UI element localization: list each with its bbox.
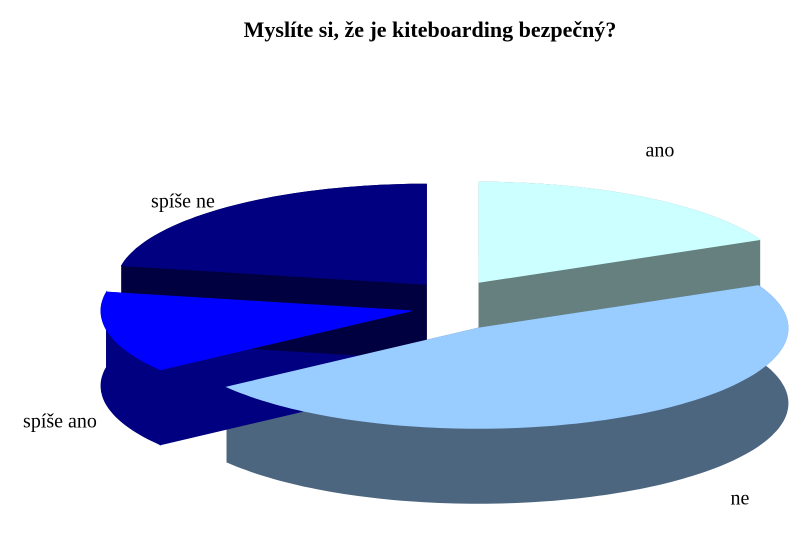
- slice-label: spíše ne: [151, 191, 215, 213]
- slice-tops: [100, 181, 789, 429]
- slice: [225, 285, 789, 429]
- chart-title: Myslíte si, že je kiteboarding bezpečný?: [244, 17, 617, 42]
- pie: [100, 181, 789, 504]
- slice: [100, 291, 412, 371]
- slice-label: spíše ano: [23, 411, 97, 433]
- slice: [120, 183, 427, 285]
- slice: [478, 181, 761, 283]
- slice-label: ano: [646, 140, 675, 162]
- slice-label: ne: [731, 488, 750, 510]
